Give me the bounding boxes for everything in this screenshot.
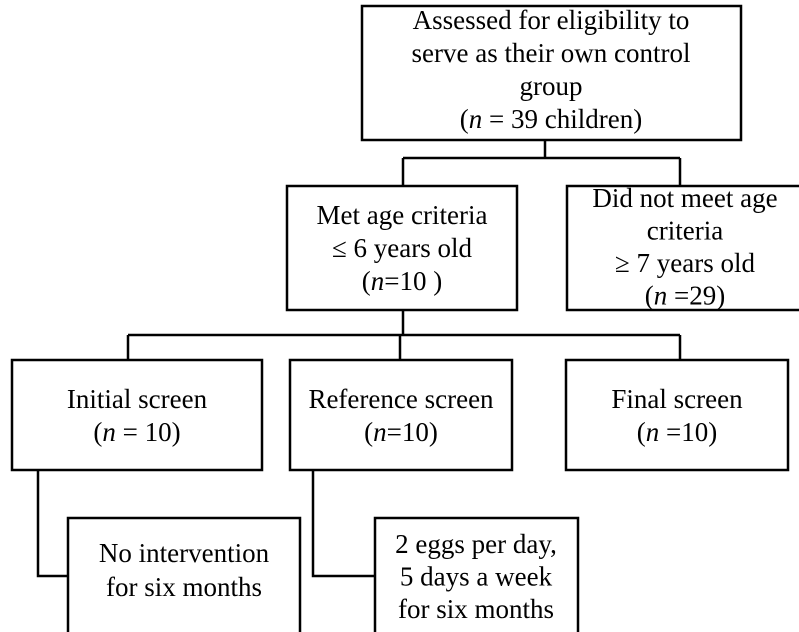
- text-run: (: [637, 417, 646, 447]
- text-run: = 39 children): [482, 104, 642, 134]
- text-run: (: [93, 417, 102, 447]
- node-text: Assessed for eligibility to: [413, 5, 690, 35]
- node-text: ≤ 6 years old: [332, 233, 473, 263]
- node-text: No intervention: [99, 538, 270, 568]
- node-text: (n = 39 children): [460, 104, 642, 134]
- text-run: (: [364, 417, 373, 447]
- node-text: 5 days a week: [400, 562, 553, 592]
- text-run: for six months: [398, 594, 554, 624]
- node-text: Met age criteria: [317, 200, 488, 230]
- node-text: (n =10): [637, 417, 717, 447]
- node-text: serve as their own control: [412, 38, 691, 68]
- text-run: =10): [387, 417, 438, 447]
- node-box: [565, 184, 799, 312]
- node-box: [10, 358, 264, 472]
- text-run: (: [645, 281, 654, 311]
- node-box: [360, 4, 743, 142]
- node-text: (n =29): [645, 281, 725, 311]
- connector: [36, 470, 68, 578]
- node-text: Reference screen: [308, 384, 494, 414]
- text-run: for six months: [106, 572, 262, 602]
- node-box: [373, 516, 580, 632]
- connector: [311, 470, 375, 578]
- text-run: =10): [659, 417, 717, 447]
- text-run: Reference screen: [308, 384, 494, 414]
- text-run: Final screen: [611, 384, 743, 414]
- node-text: ≥ 7 years old: [615, 248, 756, 278]
- node-box: [288, 358, 514, 472]
- node-text: 2 eggs per day,: [395, 529, 557, 559]
- text-run: ≥ 7 years old: [615, 248, 756, 278]
- text-run: Met age criteria: [317, 200, 488, 230]
- variable: n: [371, 266, 385, 296]
- text-run: 2 eggs per day,: [395, 529, 557, 559]
- text-run: group: [520, 71, 583, 101]
- text-run: (: [362, 266, 371, 296]
- variable: n: [469, 104, 483, 134]
- node-text: (n = 10): [93, 417, 180, 447]
- node-text: (n=10): [364, 417, 438, 447]
- text-run: (: [460, 104, 469, 134]
- text-run: =29): [667, 281, 725, 311]
- connector: [401, 140, 682, 186]
- node-text: for six months: [398, 594, 554, 624]
- node-text: criteria: [647, 216, 723, 246]
- text-run: Did not meet age: [592, 183, 777, 213]
- node-text: (n=10 ): [362, 266, 442, 296]
- node-box: [564, 358, 790, 472]
- node-text: Initial screen: [67, 384, 208, 414]
- variable: n: [102, 417, 116, 447]
- node-text: Did not meet age: [592, 183, 777, 213]
- node-box: [66, 516, 302, 632]
- variable: n: [646, 417, 660, 447]
- node-box: [285, 184, 519, 312]
- text-run: serve as their own control: [412, 38, 691, 68]
- text-run: ≤ 6 years old: [332, 233, 473, 263]
- text-run: criteria: [647, 216, 723, 246]
- connector: [126, 310, 682, 360]
- text-run: 5 days a week: [400, 562, 553, 592]
- text-run: = 10): [116, 417, 181, 447]
- text-run: Assessed for eligibility to: [413, 5, 690, 35]
- variable: n: [373, 417, 387, 447]
- node-text: Final screen: [611, 384, 743, 414]
- text-run: No intervention: [99, 538, 270, 568]
- text-run: =10 ): [384, 266, 442, 296]
- text-run: Initial screen: [67, 384, 208, 414]
- node-text: for six months: [106, 572, 262, 602]
- node-text: group: [520, 71, 583, 101]
- variable: n: [654, 281, 668, 311]
